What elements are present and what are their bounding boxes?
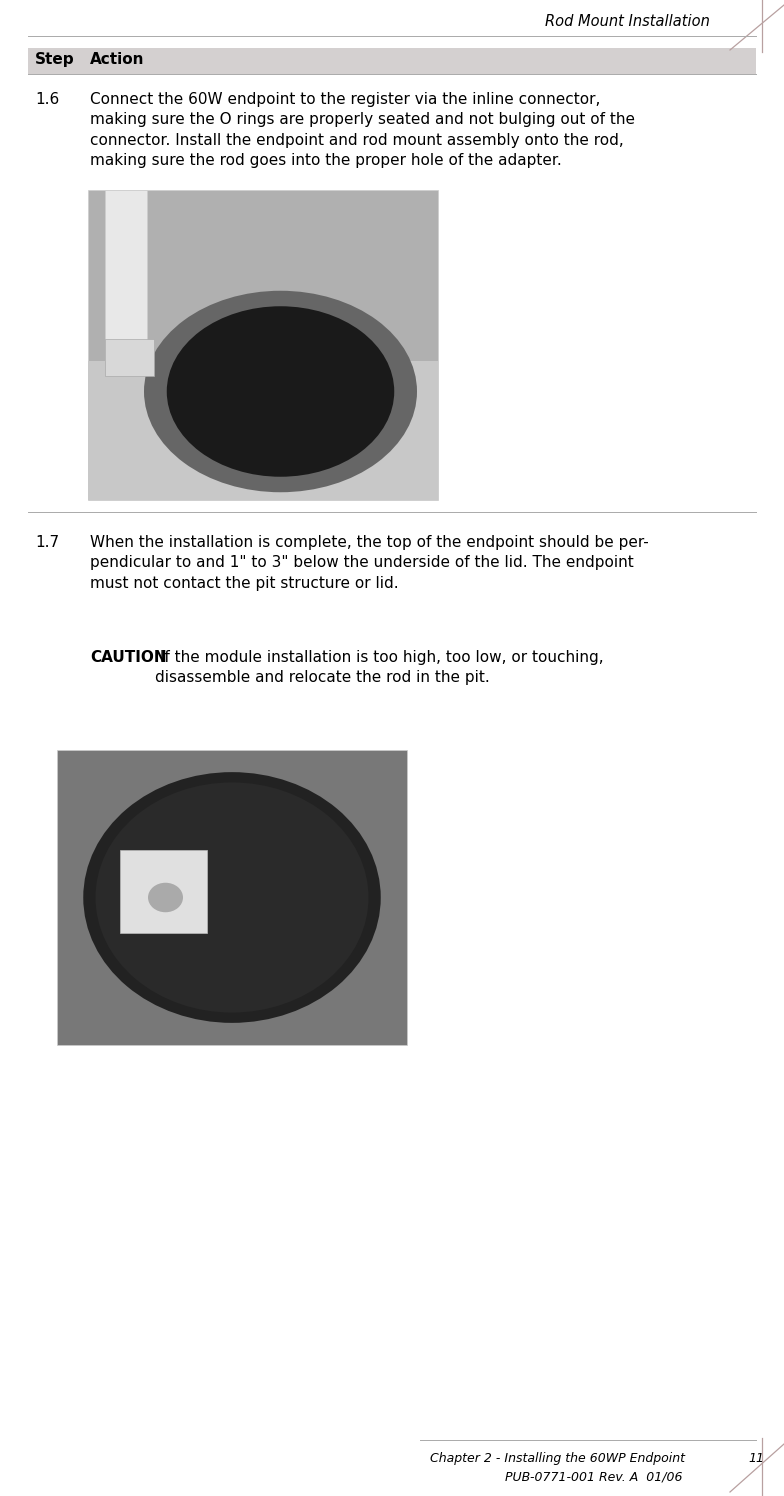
Bar [28,48,756,73]
Ellipse shape [167,307,394,477]
Text: Rod Mount Installation: Rod Mount Installation [545,13,710,28]
Text: Chapter 2 - Installing the 60WP Endpoint: Chapter 2 - Installing the 60WP Endpoint [430,1453,685,1465]
Bar [88,190,438,500]
Ellipse shape [96,782,368,1013]
Text: Connect the 60W endpoint to the register via the inline connector,
making sure t: Connect the 60W endpoint to the register… [90,91,635,168]
Bar [106,338,154,375]
Bar [106,190,147,361]
Bar [57,749,407,1046]
Ellipse shape [148,883,183,913]
Text: When the installation is complete, the top of the endpoint should be per-
pendic: When the installation is complete, the t… [90,536,648,591]
Text: Step: Step [35,52,74,67]
Ellipse shape [144,290,417,492]
Text: Action: Action [90,52,144,67]
Bar [88,361,438,500]
Ellipse shape [167,307,394,477]
Ellipse shape [66,757,398,1038]
Text: 1.7: 1.7 [35,536,59,551]
Text: If the module installation is too high, too low, or touching,
disassemble and re: If the module installation is too high, … [155,649,604,685]
Bar [120,850,208,934]
Text: 1.6: 1.6 [35,91,60,108]
Text: PUB-0771-001 Rev. A  01/06: PUB-0771-001 Rev. A 01/06 [505,1471,683,1483]
Ellipse shape [83,772,381,1023]
Text: CAUTION: CAUTION [90,649,167,666]
Text: 11: 11 [748,1453,764,1465]
